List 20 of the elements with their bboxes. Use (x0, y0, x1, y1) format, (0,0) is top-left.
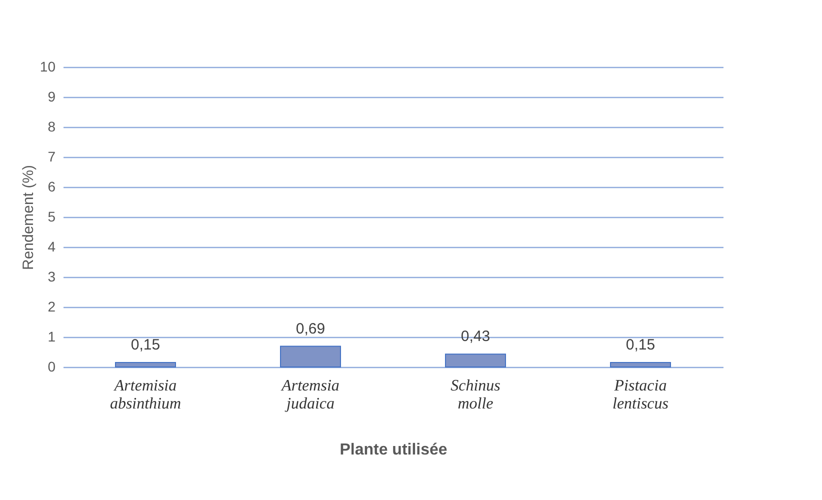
y-tick-label: 10 (40, 58, 56, 74)
y-tick-label: 4 (48, 238, 56, 254)
data-label: 0,15 (626, 336, 656, 354)
y-tick-label: 2 (48, 298, 56, 314)
y-tick-label: 6 (48, 178, 56, 194)
y-tick-label: 7 (48, 148, 56, 164)
x-tick-label: Schinus molle (450, 378, 500, 412)
x-axis-title: Plante utilisée (340, 442, 448, 458)
x-tick-label: Pistacia lentiscus (612, 378, 668, 412)
x-tick-label: Artemsia judaica (280, 378, 340, 412)
y-tick-label: 3 (48, 268, 56, 284)
y-tick-label: 9 (48, 88, 56, 104)
y-tick-label: 1 (48, 328, 56, 344)
data-label: 0,15 (130, 336, 160, 354)
y-axis-title: Rendement (%) (20, 164, 37, 270)
y-tick-label: 8 (48, 118, 56, 134)
x-tick-label: Artemisia absinthium (110, 378, 182, 412)
y-tick-label: 0 (48, 358, 56, 374)
y-tick-label: 5 (48, 208, 56, 224)
data-label: 0,69 (296, 320, 326, 338)
